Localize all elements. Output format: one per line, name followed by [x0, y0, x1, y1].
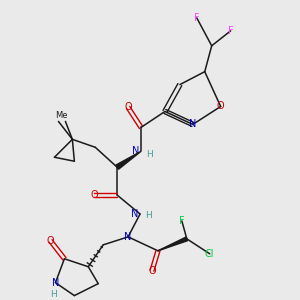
Text: H: H [146, 150, 152, 159]
Text: O: O [148, 266, 156, 276]
Polygon shape [116, 151, 141, 169]
Text: N: N [132, 146, 140, 156]
Text: O: O [91, 190, 98, 200]
Text: O: O [217, 101, 224, 112]
Text: N: N [189, 119, 196, 129]
Text: F: F [179, 216, 185, 226]
Text: F: F [194, 13, 200, 23]
Polygon shape [158, 237, 188, 251]
Text: Cl: Cl [205, 249, 214, 259]
Text: Me: Me [55, 111, 68, 120]
Text: O: O [47, 236, 54, 246]
Text: N: N [124, 232, 132, 242]
Text: N: N [131, 209, 139, 219]
Text: F: F [228, 26, 233, 36]
Text: O: O [124, 103, 132, 112]
Text: H: H [145, 212, 152, 220]
Text: H: H [50, 290, 57, 299]
Text: N: N [52, 278, 59, 288]
